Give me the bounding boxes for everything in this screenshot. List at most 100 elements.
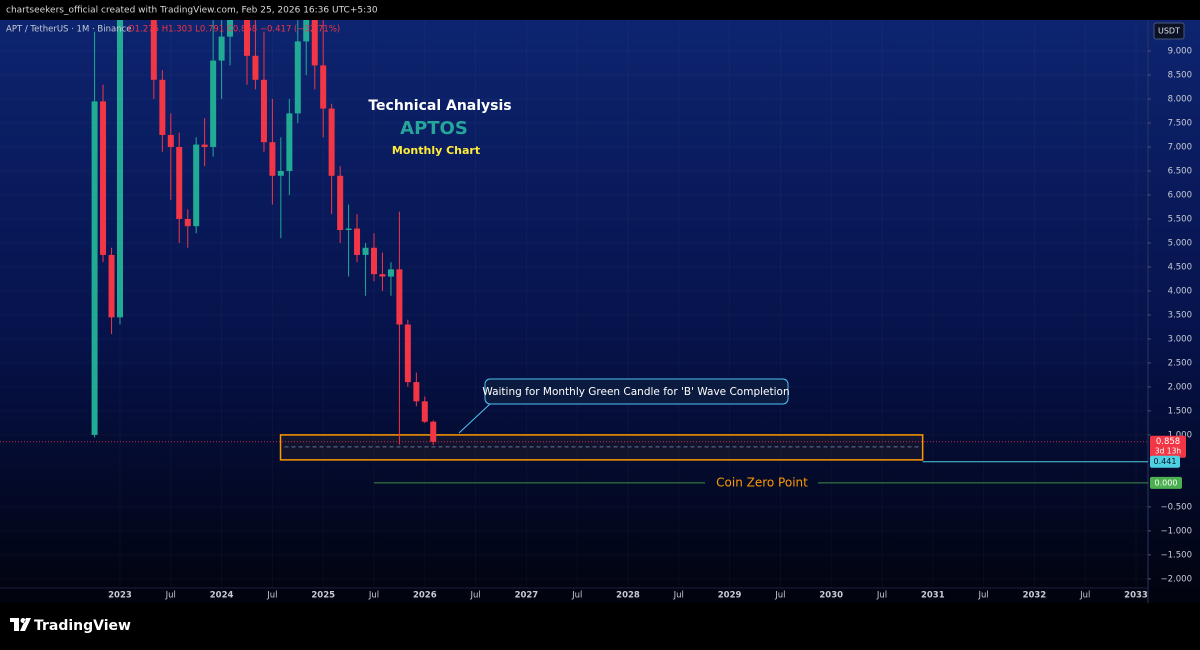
symbol: APT / TetherUS · 1M · Binance xyxy=(6,25,131,35)
x-tick-label: Jul xyxy=(977,591,988,601)
y-tick-label: −1.000 xyxy=(1161,526,1192,536)
x-tick-label: 2030 xyxy=(819,591,843,601)
legend-ohlc: O1.275 H1.303 L0.791 C0.858 −0.417 (−32.… xyxy=(128,25,340,35)
candle-body xyxy=(362,247,369,255)
candle-body xyxy=(345,228,352,231)
currency-badge xyxy=(1153,22,1185,40)
y-tick-label: 2.500 xyxy=(1168,358,1192,368)
candle-body xyxy=(260,79,267,143)
candle-body xyxy=(294,41,301,114)
x-tick-label: Jul xyxy=(266,591,277,601)
x-tick-label: Jul xyxy=(368,591,379,601)
y-tick-label: 4.000 xyxy=(1168,286,1192,296)
x-tick-label: 2024 xyxy=(210,591,234,601)
x-tick-label: Jul xyxy=(876,591,887,601)
candle-body xyxy=(387,269,394,277)
annotation-title: Technical Analysis xyxy=(368,98,511,114)
zero-line-text: Coin Zero Point xyxy=(716,475,808,489)
candle-body xyxy=(277,170,284,176)
candle-body xyxy=(379,274,386,277)
support-label: 0.441 xyxy=(1154,457,1177,466)
logo-mark xyxy=(10,618,31,631)
x-tick-label: 2026 xyxy=(413,591,437,601)
candle-body xyxy=(354,228,361,255)
currency: USDT xyxy=(1158,27,1180,36)
y-tick-label: 3.500 xyxy=(1168,310,1192,320)
y-tick-label: 9.000 xyxy=(1168,47,1192,57)
candle-body xyxy=(201,144,208,147)
candle-body xyxy=(210,60,217,147)
candle-body xyxy=(370,247,377,275)
y-tick-label: 1.500 xyxy=(1168,406,1192,416)
candle-body xyxy=(227,20,234,37)
header-text: chartseekers_official created with Tradi… xyxy=(6,6,378,16)
x-tick-label: Jul xyxy=(571,591,582,601)
y-tick-label: 5.000 xyxy=(1168,238,1192,248)
y-tick-label: 4.500 xyxy=(1168,262,1192,272)
footer-text: TradingView xyxy=(34,618,131,634)
y-tick-label: 6.000 xyxy=(1168,190,1192,200)
candle-body xyxy=(176,146,183,219)
footer-logo xyxy=(10,618,31,631)
annotation-caption: Monthly Chart xyxy=(392,144,480,157)
candle-body xyxy=(252,55,259,80)
candle-body xyxy=(311,20,318,66)
candle-body xyxy=(421,401,428,422)
plot-area xyxy=(0,20,1148,484)
callout-pointer xyxy=(458,403,491,434)
y-tick-label: 6.500 xyxy=(1168,166,1192,176)
candle-body xyxy=(320,65,327,109)
header-bar xyxy=(0,0,1200,20)
overlay: APT / TetherUS · 1M · Binance O1.275 H1.… xyxy=(6,22,1185,434)
y-tick-label: 8.500 xyxy=(1168,70,1192,80)
candle-body xyxy=(167,134,174,147)
last-price-label: 0.858 xyxy=(1156,437,1180,447)
x-tick-label: 2029 xyxy=(718,591,742,601)
candle-body xyxy=(396,269,403,325)
candle-body xyxy=(337,175,344,231)
zero-badge xyxy=(1150,476,1182,489)
y-tick-label: 7.000 xyxy=(1168,142,1192,152)
candle-body xyxy=(91,101,98,435)
candle-body xyxy=(404,324,411,383)
x-tick-label: Jul xyxy=(673,591,684,601)
callout-box xyxy=(484,378,789,405)
candle-body xyxy=(430,421,437,442)
last-price-badge xyxy=(1150,435,1186,458)
y-tick-label: −2.000 xyxy=(1161,574,1192,584)
y-tick-label: 1.000 xyxy=(1168,430,1192,440)
candle-body xyxy=(269,142,276,176)
x-tick-label: Jul xyxy=(774,591,785,601)
x-tick-label: Jul xyxy=(469,591,480,601)
candle-body xyxy=(286,113,293,171)
candle-body xyxy=(100,101,107,255)
candle-body xyxy=(108,254,115,318)
y-tick-label: 5.500 xyxy=(1168,214,1192,224)
x-tick-label: 2031 xyxy=(921,591,945,601)
y-tick-label: 7.500 xyxy=(1168,118,1192,128)
x-tick-label: 2032 xyxy=(1023,591,1047,601)
candle-body xyxy=(159,79,166,135)
x-tick-label: 2023 xyxy=(108,591,132,601)
candle-body xyxy=(116,20,123,318)
plot-background xyxy=(0,20,1200,603)
x-tick-label: Jul xyxy=(1079,591,1090,601)
candle-body xyxy=(413,382,420,402)
candle-body xyxy=(150,20,157,80)
y-tick-label: −0.500 xyxy=(1161,502,1192,512)
candle-body xyxy=(184,218,191,227)
candle-body xyxy=(193,144,200,227)
x-tick-label: 2027 xyxy=(515,591,539,601)
candle-body xyxy=(218,36,225,61)
candle-body xyxy=(328,108,335,176)
support-badge xyxy=(1150,455,1180,468)
y-tick-label: 2.000 xyxy=(1168,382,1192,392)
x-tick-label: 2025 xyxy=(311,591,335,601)
y-tick-label: −1.500 xyxy=(1161,550,1192,560)
candle-body xyxy=(243,20,250,56)
x-tick-label: Jul xyxy=(165,591,176,601)
countdown: 3d 13h xyxy=(1155,447,1181,456)
x-tick-label: 2033 xyxy=(1124,591,1148,601)
y-tick-label: 3.000 xyxy=(1168,334,1192,344)
